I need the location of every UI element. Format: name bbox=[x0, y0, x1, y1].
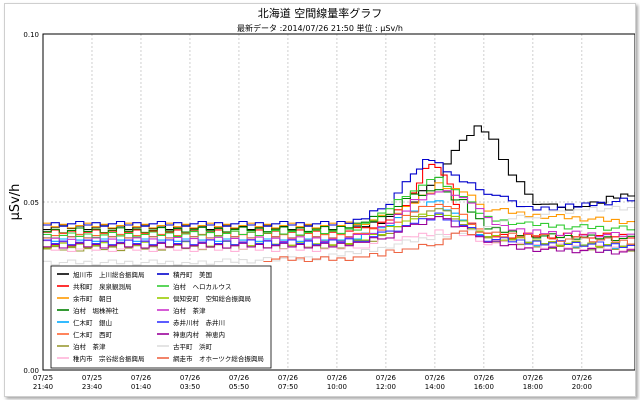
legend-label: 余市町 朝日 bbox=[73, 294, 112, 303]
x-tick-time: 10:00 bbox=[327, 383, 347, 391]
x-tick-time: 23:40 bbox=[82, 383, 102, 391]
legend-label: 仁木町 銀山 bbox=[73, 318, 112, 327]
legend-label: 仁木町 西町 bbox=[73, 330, 113, 339]
x-tick-date: 07/25 bbox=[33, 374, 53, 382]
chart-subtitle: 最新データ :2014/07/26 21:50 単位 : μSv/h bbox=[237, 23, 403, 33]
y-tick-label: 0.00 bbox=[23, 367, 39, 375]
legend-label: 古平町 浜町 bbox=[173, 342, 213, 351]
x-tick-date: 07/26 bbox=[572, 374, 593, 382]
x-tick-date: 07/26 bbox=[131, 374, 152, 382]
series-line bbox=[43, 158, 635, 227]
series-line bbox=[43, 212, 635, 249]
x-tick-time: 14:00 bbox=[425, 383, 445, 391]
legend-label: 泊村 ヘロカルウス bbox=[173, 282, 232, 291]
x-tick-time: 05:50 bbox=[229, 383, 249, 391]
series-line bbox=[43, 216, 635, 255]
legend-box bbox=[50, 265, 272, 369]
axes: 0.000.050.1007/2521:4007/2523:4007/2601:… bbox=[23, 31, 635, 391]
x-tick-date: 07/26 bbox=[180, 374, 201, 382]
x-tick-time: 16:00 bbox=[474, 383, 494, 391]
series-line bbox=[263, 230, 635, 263]
chart-frame: 北海道 空間線量率グラフ 最新データ :2014/07/26 21:50 単位 … bbox=[4, 3, 636, 397]
x-tick-time: 12:00 bbox=[376, 383, 396, 391]
x-tick-time: 18:00 bbox=[523, 383, 543, 391]
y-axis-label: μSv/h bbox=[8, 184, 23, 221]
x-tick-date: 07/26 bbox=[278, 374, 299, 382]
x-tick-date: 07/26 bbox=[229, 374, 250, 382]
legend-label: 泊村 茶津 bbox=[173, 306, 206, 315]
x-tick-time: 21:40 bbox=[33, 383, 53, 391]
x-tick-date: 07/26 bbox=[327, 374, 348, 382]
x-tick-date: 07/26 bbox=[523, 374, 544, 382]
x-tick-date: 07/26 bbox=[474, 374, 495, 382]
plot-area-border bbox=[42, 33, 635, 371]
legend-label: 旭川市 上川総合振興局 bbox=[73, 270, 145, 279]
legend-label: 網走市 オホーツク総合振興局 bbox=[173, 354, 264, 363]
x-tick-time: 07:50 bbox=[278, 383, 298, 391]
series-line bbox=[43, 189, 635, 242]
series-line bbox=[43, 205, 635, 266]
y-tick-label: 0.05 bbox=[23, 199, 39, 207]
series-group bbox=[43, 125, 635, 266]
legend-label: 泊村 堀株神社 bbox=[73, 306, 119, 315]
legend-label: 倶知安町 空知総合振興局 bbox=[173, 294, 251, 303]
x-tick-time: 01:40 bbox=[131, 383, 151, 391]
chart-title: 北海道 空間線量率グラフ bbox=[258, 6, 383, 20]
y-tick-label: 0.10 bbox=[23, 31, 39, 39]
legend-label: 積丹町 美国 bbox=[173, 270, 212, 279]
legend-label: 稚内市 宗谷総合振興局 bbox=[73, 354, 145, 363]
series-line bbox=[43, 176, 635, 239]
x-tick-date: 07/25 bbox=[82, 374, 102, 382]
x-tick-time: 03:50 bbox=[180, 383, 200, 391]
legend-label: 共和町 泉泉観測局 bbox=[73, 282, 132, 291]
legend-label: 赤井川村 赤井川 bbox=[173, 318, 225, 327]
x-tick-date: 07/26 bbox=[425, 374, 446, 382]
x-tick-date: 07/26 bbox=[376, 374, 397, 382]
legend-label: 神恵内村 神恵内 bbox=[173, 330, 225, 339]
dose-rate-chart: 北海道 空間線量率グラフ 最新データ :2014/07/26 21:50 単位 … bbox=[8, 6, 635, 391]
legend-label: 泊村 茶津 bbox=[73, 342, 106, 351]
x-tick-time: 20:00 bbox=[572, 383, 592, 391]
